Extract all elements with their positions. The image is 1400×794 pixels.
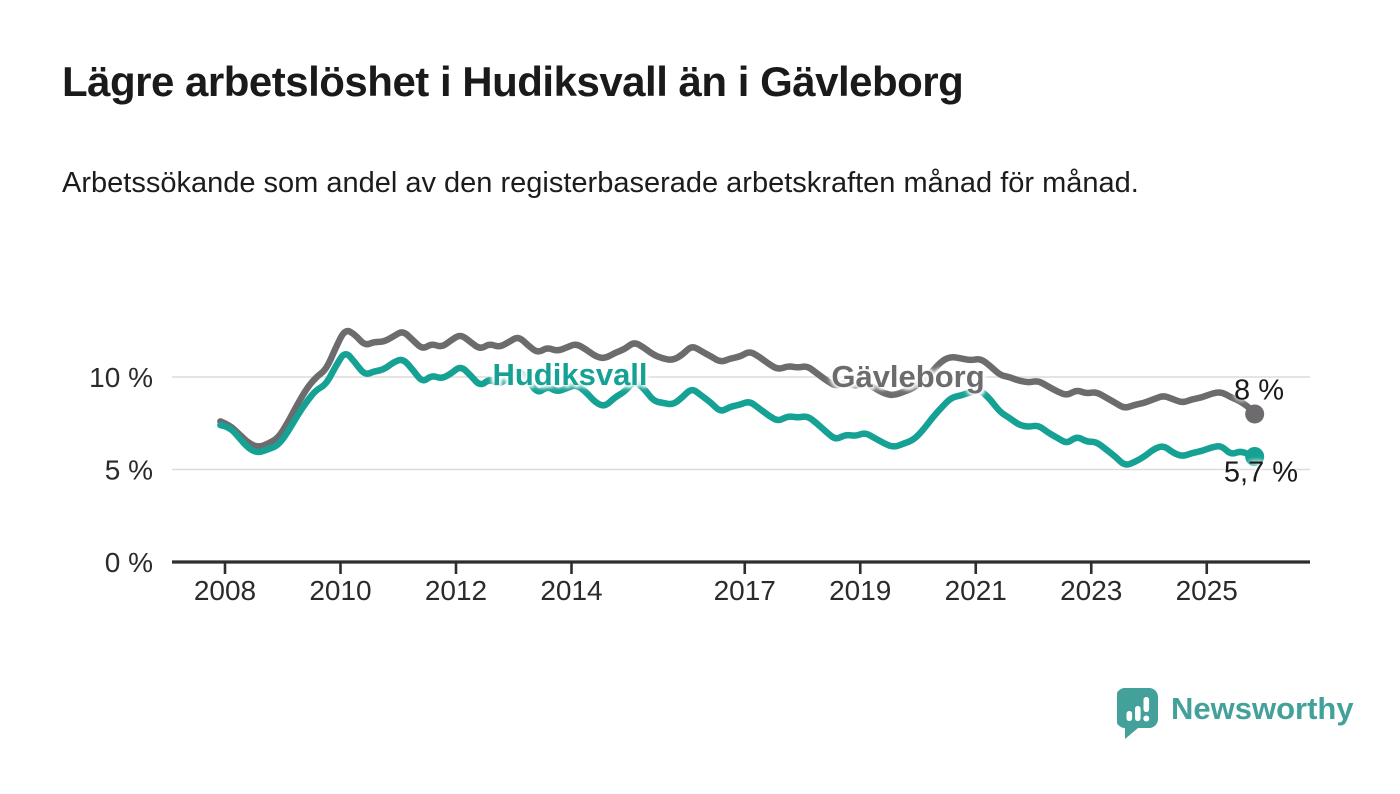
x-tick-label: 2012: [425, 575, 487, 606]
x-tick-label: 2019: [829, 575, 891, 606]
series-line-gavleborg: [217, 327, 1258, 450]
x-tick-label: 2025: [1176, 575, 1238, 606]
chart-subtitle: Arbetssökande som andel av den registerb…: [62, 167, 1139, 199]
series-line-hudiksvall: [217, 351, 1258, 468]
x-tick-label: 2017: [714, 575, 776, 606]
y-tick-label: 0 %: [105, 547, 153, 578]
y-tick-label: 10 %: [89, 362, 153, 393]
end-dot-gavleborg: [1245, 404, 1265, 424]
series-label-gavleborg: Gävleborg: [831, 359, 985, 394]
x-tick-label: 2014: [540, 575, 602, 606]
end-value-label-hudiksvall: 5,7 %: [1223, 456, 1299, 489]
newsworthy-speech-bubble-chart-icon: [1117, 688, 1158, 739]
end-value-label-gavleborg: 8 %: [1234, 374, 1284, 407]
x-tick-label: 2023: [1060, 575, 1122, 606]
x-tick-label: 2008: [194, 575, 256, 606]
page-title: Lägre arbetslöshet i Hudiksvall än i Gäv…: [62, 58, 964, 105]
end-dot-hudiksvall: [1245, 447, 1265, 467]
series-label-hudiksvall: Hudiksvall: [492, 357, 648, 392]
newsworthy-logo: Newsworthy: [1117, 688, 1354, 740]
x-tick-label: 2010: [309, 575, 371, 606]
brand-name: Newsworthy: [1171, 691, 1354, 726]
y-tick-label: 5 %: [105, 455, 153, 486]
x-tick-label: 2021: [945, 575, 1007, 606]
